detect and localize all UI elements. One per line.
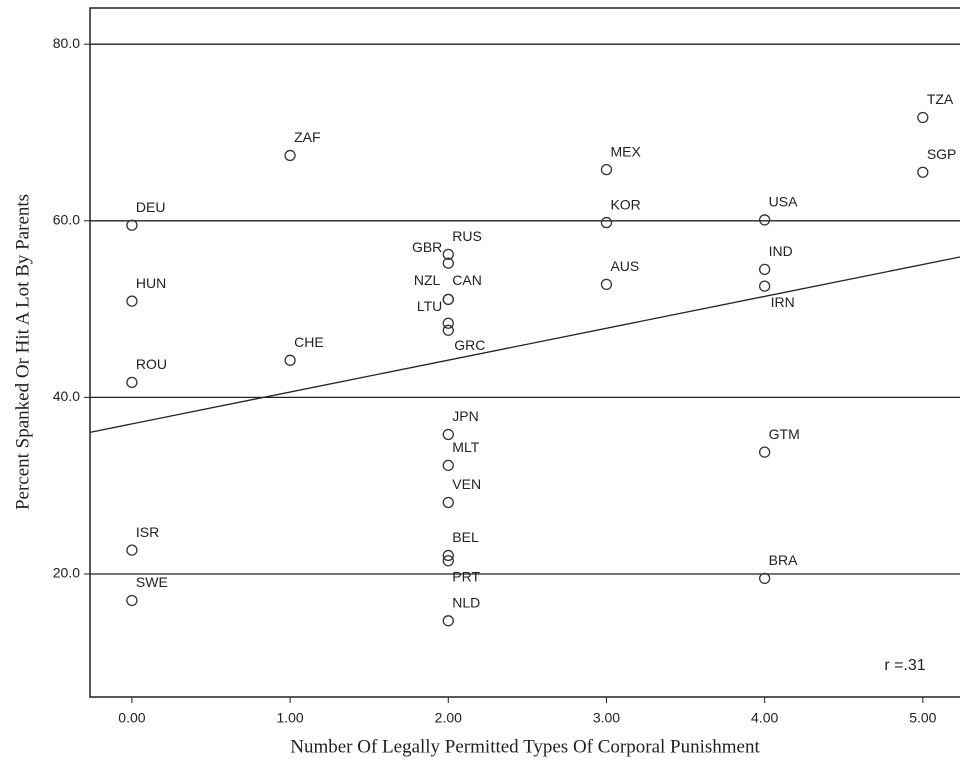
point	[284, 354, 296, 366]
x-tick-label: 1.00	[276, 710, 303, 726]
x-tick-label: 5.00	[909, 710, 936, 726]
point	[126, 594, 138, 607]
point-label: NZL	[414, 272, 441, 288]
x-tick-label: 4.00	[751, 710, 778, 726]
point-label: HUN	[136, 275, 166, 291]
point	[284, 149, 296, 162]
point-label: SWE	[136, 574, 168, 590]
point	[126, 219, 138, 231]
point	[600, 163, 613, 176]
point-label: GRC	[454, 337, 485, 353]
point	[758, 280, 771, 292]
annotation: r =.31	[884, 657, 925, 674]
point	[126, 376, 138, 389]
y-tick-label: 80.0	[53, 35, 80, 51]
point-label: CAN	[452, 272, 482, 288]
x-tick-label: 0.00	[118, 710, 145, 726]
point-label: LTU	[417, 298, 442, 314]
point-label: JPN	[452, 408, 478, 424]
point-label: ZAF	[294, 129, 320, 145]
point	[442, 615, 454, 627]
point-label: PRT	[452, 568, 480, 584]
point	[442, 428, 454, 441]
point-label: MEX	[610, 143, 641, 159]
fit-line	[89, 256, 960, 433]
point	[442, 324, 454, 336]
point	[442, 496, 454, 509]
point	[442, 248, 454, 261]
point-label: GBR	[412, 239, 442, 255]
point	[442, 257, 454, 269]
point-label: ROU	[136, 356, 167, 372]
point-label: IND	[769, 243, 793, 259]
point	[600, 278, 613, 291]
point-label: RUS	[452, 228, 482, 244]
point-label: GTM	[769, 426, 800, 442]
point	[917, 111, 929, 124]
y-axis-label: Percent Spanked Or Hit A Lot By Parents	[12, 194, 33, 510]
point-label: VEN	[452, 476, 481, 492]
point	[758, 214, 771, 226]
point-label: ISR	[136, 524, 159, 540]
plot-frame	[89, 7, 960, 698]
point	[442, 459, 454, 472]
point-label: AUS	[610, 258, 639, 274]
point-label: BEL	[452, 529, 479, 545]
point	[442, 317, 454, 329]
x-tick-label: 3.00	[593, 710, 620, 726]
y-tick-label: 60.0	[53, 212, 80, 228]
point-label: TZA	[927, 91, 954, 107]
point	[442, 549, 454, 562]
point	[442, 293, 454, 306]
point-label: SGP	[927, 146, 957, 162]
point	[758, 446, 771, 458]
point-label: NLD	[452, 595, 480, 611]
point	[126, 295, 138, 307]
point-label: IRN	[771, 294, 795, 310]
x-axis-label: Number Of Legally Permitted Types Of Cor…	[290, 736, 760, 757]
point	[600, 216, 613, 229]
point	[126, 544, 138, 556]
point	[917, 166, 929, 178]
point-label: BRA	[769, 552, 798, 568]
point-label: DEU	[136, 199, 166, 215]
x-tick-label: 2.00	[435, 710, 462, 726]
point	[442, 555, 454, 567]
point-label: KOR	[610, 196, 640, 212]
y-tick-label: 40.0	[53, 388, 80, 404]
point-label: MLT	[452, 439, 479, 455]
point-label: USA	[769, 194, 798, 210]
point-label: CHE	[294, 334, 324, 350]
y-tick-label: 20.0	[53, 565, 80, 581]
point	[758, 572, 771, 585]
point	[758, 263, 771, 276]
